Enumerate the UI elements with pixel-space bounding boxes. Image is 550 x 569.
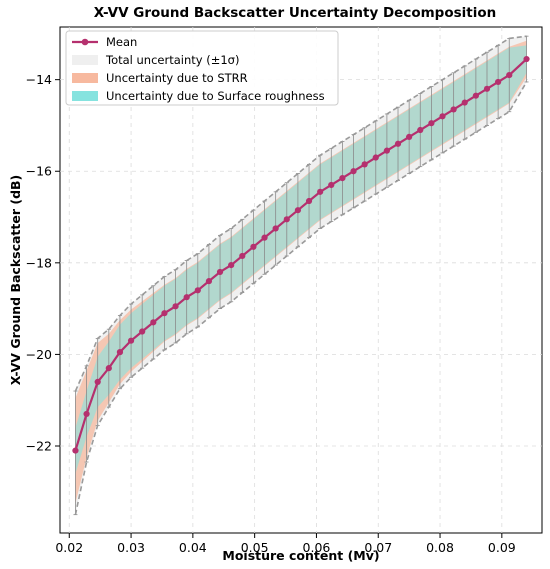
legend-patch-swatch <box>72 73 98 83</box>
x-tick-label: 0.08 <box>426 540 454 555</box>
mean-series <box>72 55 530 454</box>
mean-point <box>139 328 146 335</box>
y-tick-label: −20 <box>26 347 52 362</box>
x-axis-label: Moisture content (Mv) <box>222 548 379 563</box>
y-tick-label: −16 <box>26 164 52 179</box>
roughness-uncertainty-band <box>75 45 527 474</box>
mean-point <box>350 168 357 175</box>
mean-point <box>428 120 435 127</box>
mean-point <box>523 55 530 63</box>
mean-point <box>272 225 279 232</box>
y-axis-label: X-VV Ground Backscatter (dB) <box>8 175 23 386</box>
mean-point <box>228 262 235 269</box>
y-tick-label: −18 <box>26 255 52 270</box>
x-tick-label: 0.02 <box>55 540 83 555</box>
mean-point <box>216 268 224 276</box>
legend-entry-label: Uncertainty due to Surface roughness <box>106 89 325 103</box>
mean-point <box>294 207 302 214</box>
legend-patch-swatch <box>72 91 98 101</box>
x-tick-label: 0.07 <box>364 540 392 555</box>
legend-entry-label: Uncertainty due to STRR <box>106 71 248 85</box>
mean-point <box>361 161 368 168</box>
mean-point <box>439 113 446 120</box>
mean-point <box>94 378 101 385</box>
y-axis-ticks: −22 −20 −18 −16 −14 <box>26 72 60 453</box>
upper-bound-line <box>74 35 527 392</box>
x-tick-label: 0.03 <box>117 540 145 555</box>
legend: Mean Total uncertainty (±1σ) Uncertainty d… <box>65 30 339 106</box>
x-axis-ticks: 0.02 0.03 0.04 0.05 0.06 0.07 0.08 0.09 <box>55 533 516 555</box>
uncertainty-bound-lines <box>74 35 528 515</box>
mean-point <box>417 126 424 134</box>
roughness-band-area <box>75 45 527 474</box>
mean-point <box>250 243 257 250</box>
mean-point <box>127 337 135 344</box>
mean-point <box>83 410 90 418</box>
legend-patch-swatch <box>72 55 98 65</box>
mean-point <box>383 147 390 154</box>
mean-point <box>283 216 290 223</box>
mean-point <box>339 175 346 182</box>
x-tick-label: 0.09 <box>488 540 516 555</box>
legend-entry-label: Total uncertainty (±1σ) <box>105 53 239 67</box>
mean-point <box>161 310 168 317</box>
mean-point <box>72 447 79 454</box>
mean-point <box>116 349 124 356</box>
y-tick-label: −14 <box>26 72 52 87</box>
x-tick-label: 0.06 <box>303 540 331 555</box>
mean-point <box>495 78 502 86</box>
mean-point <box>461 99 468 106</box>
legend-box <box>65 30 339 106</box>
chart-title: X-VV Ground Backscatter Uncertainty Deco… <box>94 5 497 21</box>
mean-point <box>406 133 413 141</box>
mean-point <box>394 140 402 147</box>
x-tick-label: 0.04 <box>179 540 207 555</box>
legend-entry-label: Mean <box>106 35 137 49</box>
mean-point <box>328 181 335 189</box>
legend-mean-marker-swatch <box>81 38 89 46</box>
mean-point <box>506 71 513 79</box>
mean-point <box>105 365 112 372</box>
mean-point <box>205 278 213 285</box>
mean-point <box>450 106 457 113</box>
mean-point <box>305 197 313 205</box>
mean-point <box>317 188 324 195</box>
mean-point <box>483 85 491 92</box>
mean-point <box>261 234 268 241</box>
mean-point <box>172 303 179 310</box>
plot-frame <box>59 26 543 534</box>
lower-bound-line <box>74 81 528 515</box>
mean-point <box>372 154 379 161</box>
mean-point <box>239 252 246 260</box>
mean-point <box>472 92 479 99</box>
mean-point <box>183 294 190 301</box>
y-tick-label: −22 <box>26 438 52 453</box>
mean-point <box>150 319 157 326</box>
mean-point <box>194 287 201 294</box>
x-tick-label: 0.05 <box>241 540 269 555</box>
